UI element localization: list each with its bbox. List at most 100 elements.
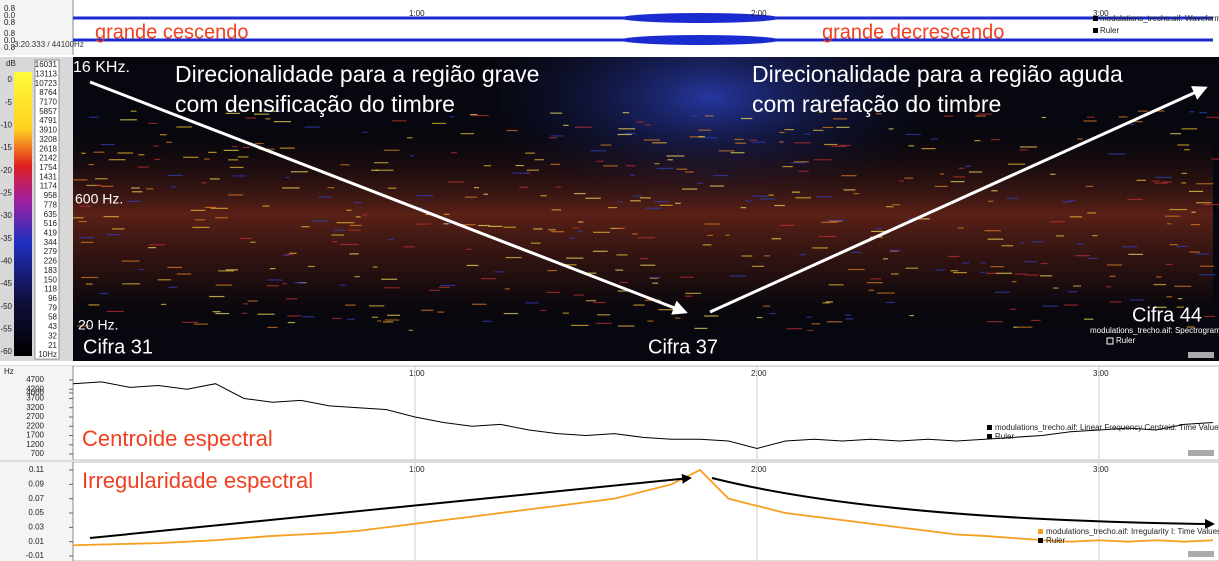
partial (988, 239, 1004, 240)
partial (578, 221, 583, 222)
partial (813, 130, 823, 131)
partial (1001, 245, 1013, 246)
partial (799, 254, 806, 255)
partial (451, 152, 457, 153)
partial (1127, 199, 1143, 200)
partial (466, 249, 471, 250)
partial (345, 305, 356, 306)
partial (892, 204, 900, 205)
freq-label: 10Hz (38, 350, 57, 359)
partial (608, 207, 617, 208)
partial (224, 150, 239, 151)
partial (226, 269, 238, 270)
partial (332, 241, 338, 242)
partial (824, 144, 837, 145)
partial (531, 243, 541, 244)
y-tick-label: 0.09 (28, 479, 44, 488)
partial (632, 233, 638, 234)
partial (291, 171, 308, 172)
partial (676, 169, 687, 170)
partial (551, 135, 563, 136)
partial (682, 188, 697, 189)
partial (951, 181, 965, 182)
partial (848, 269, 865, 270)
partial (980, 262, 985, 263)
partial (741, 118, 752, 119)
partial (1184, 149, 1190, 150)
partial (795, 197, 811, 198)
partial (681, 277, 694, 278)
partial (1182, 128, 1198, 129)
partial (131, 187, 140, 188)
partial (201, 182, 206, 183)
partial (504, 313, 519, 314)
partial (578, 231, 582, 232)
partial (889, 128, 894, 129)
scale-label: 0.8 (4, 43, 16, 52)
partial (812, 247, 828, 248)
db-label: -10 (0, 120, 12, 129)
partial (204, 158, 210, 159)
zoom-control[interactable] (1188, 352, 1214, 358)
partial (1025, 274, 1039, 275)
chart-pane: 1:002:003:000.110.090.070.050.030.01-0.0… (0, 462, 1219, 561)
partial (282, 283, 287, 284)
partial (1119, 116, 1128, 117)
partial (569, 238, 574, 239)
partial (381, 279, 397, 280)
partial (138, 166, 149, 167)
partial (640, 258, 648, 259)
partial (843, 189, 855, 190)
partial (851, 252, 861, 253)
partial (1130, 124, 1134, 125)
partial (255, 143, 264, 144)
partial (685, 293, 701, 294)
partial (779, 132, 784, 133)
partial (257, 314, 274, 315)
cue-label: Cifra 37 (648, 336, 718, 358)
partial (1178, 298, 1182, 299)
layer-label: modulations_trecho.aif: Spectrogram (1090, 326, 1219, 335)
partial (995, 292, 1010, 293)
partial (101, 144, 115, 145)
partial (953, 272, 967, 273)
partial (362, 214, 367, 215)
partial (710, 185, 724, 186)
partial (593, 302, 605, 303)
partial (305, 127, 321, 128)
cue-label: Cifra 44 (1132, 304, 1202, 326)
zoom-control[interactable] (1188, 450, 1214, 456)
partial (734, 139, 743, 140)
partial (334, 230, 345, 231)
zoom-control[interactable] (1188, 551, 1214, 557)
partial (991, 139, 1000, 140)
partial (974, 140, 980, 141)
partial (238, 156, 249, 157)
partial (692, 115, 698, 116)
partial (1189, 111, 1194, 112)
layer-label: Ruler (1116, 336, 1135, 345)
partial (1166, 264, 1173, 265)
partial (1084, 319, 1093, 320)
partial (327, 187, 334, 188)
partial (148, 247, 156, 248)
partial (506, 130, 517, 131)
partial (331, 234, 344, 235)
partial (356, 216, 361, 217)
partial (807, 330, 813, 331)
partial (603, 165, 618, 166)
partial (89, 117, 99, 118)
partial (101, 186, 113, 187)
partial (146, 188, 153, 189)
partial (704, 137, 717, 138)
partial (472, 304, 486, 305)
freq-label: 5857 (39, 107, 57, 116)
freq-label: 32 (48, 331, 57, 340)
partial (384, 287, 399, 288)
partial (177, 273, 191, 274)
partial (182, 322, 198, 323)
freq-label: 16031 (35, 60, 58, 69)
partial (86, 283, 93, 284)
time-label: 2:00 (751, 465, 767, 474)
partial (786, 328, 802, 329)
